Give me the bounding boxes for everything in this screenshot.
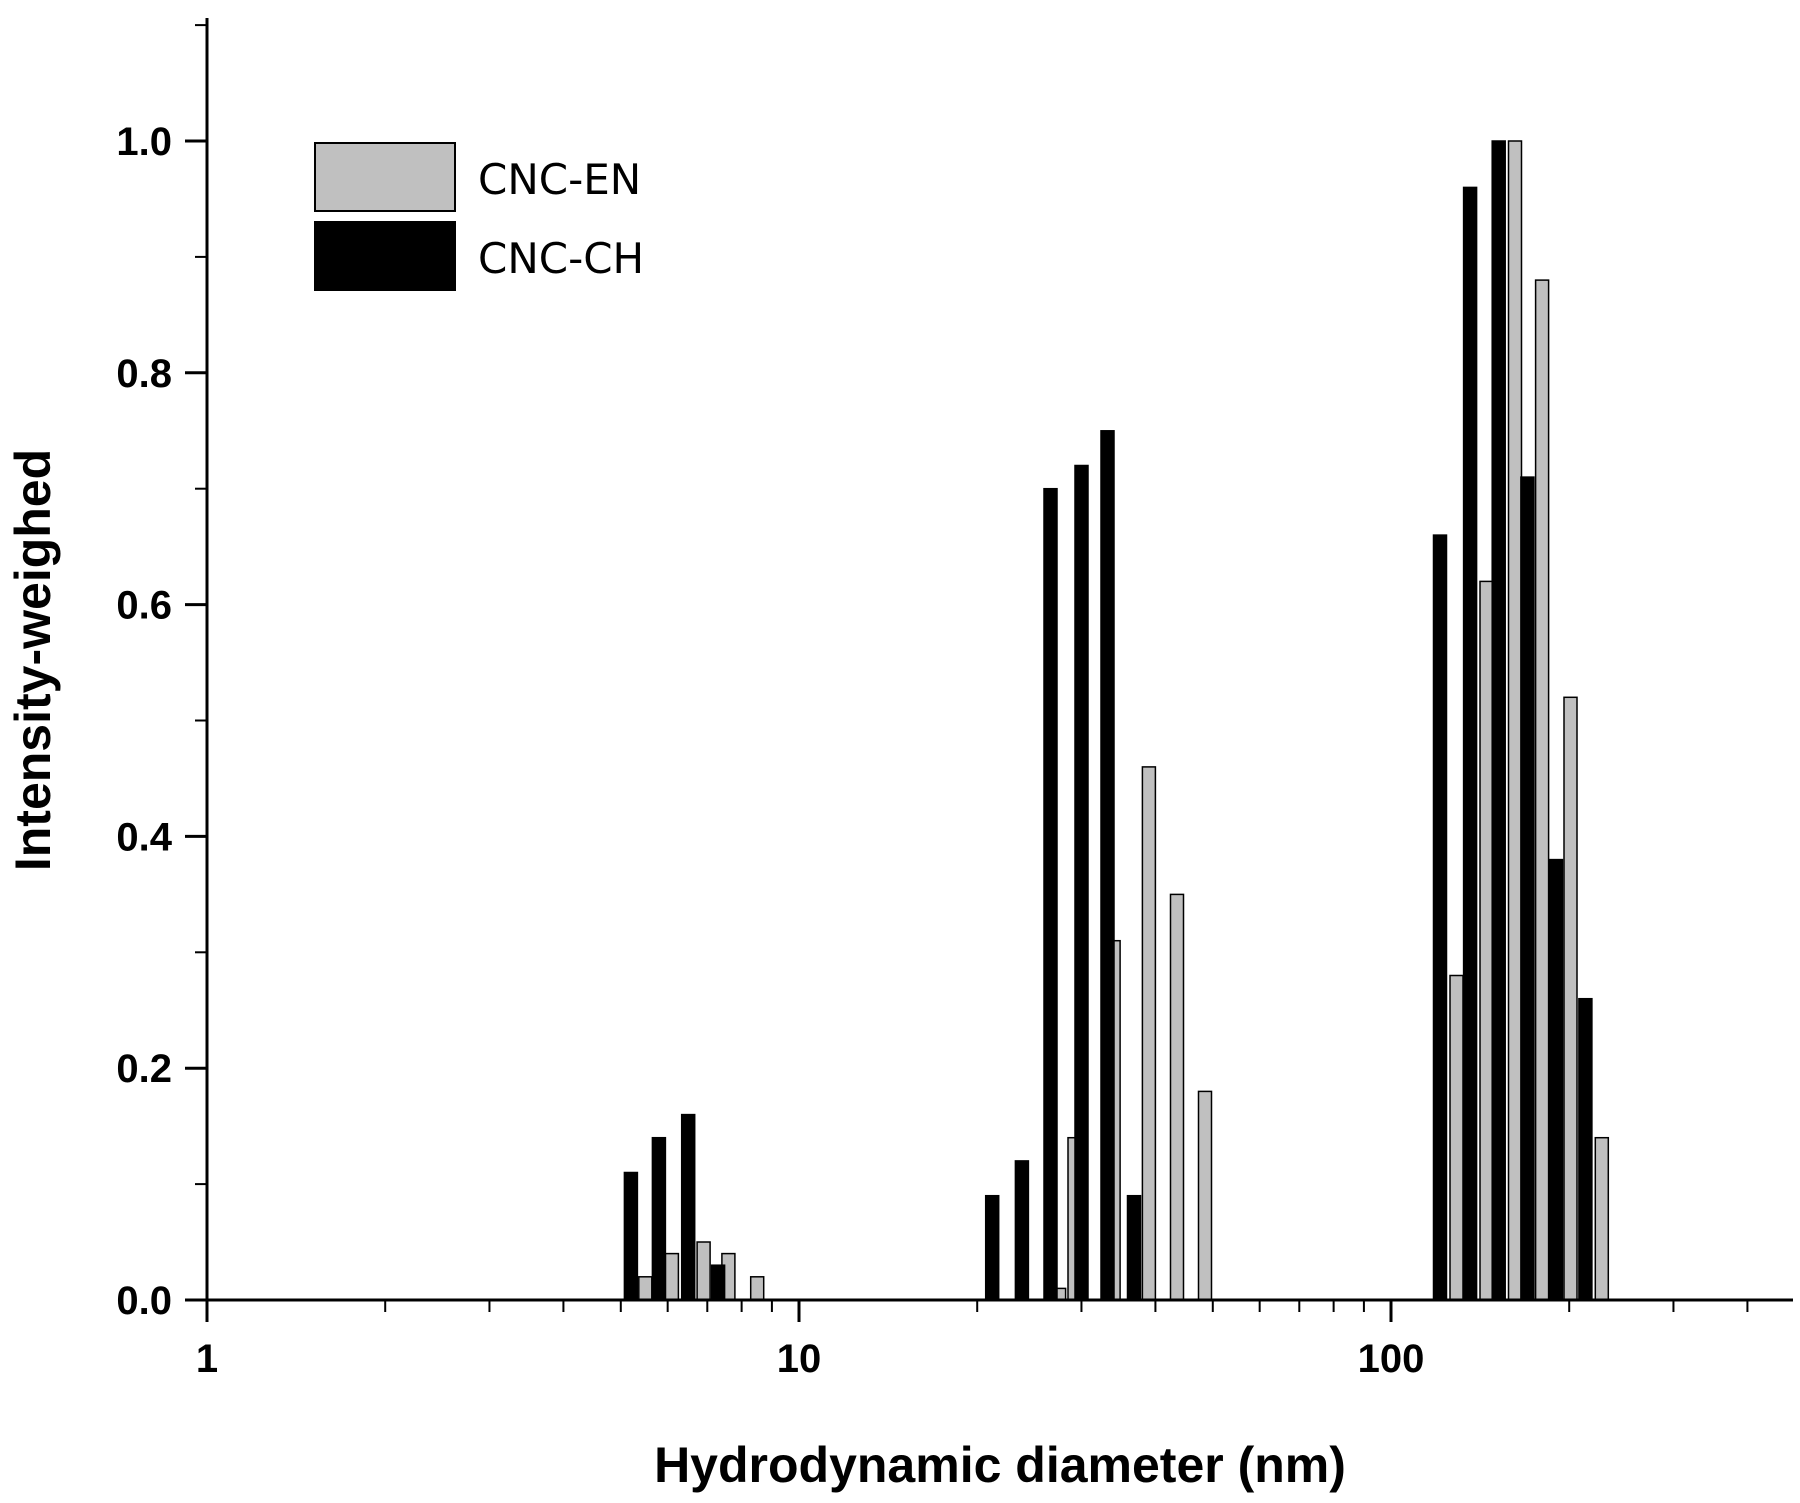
bar-cnc-en [1594, 1136, 1610, 1301]
bar-cnc-en [664, 1252, 680, 1301]
bar-cnc-ch [1043, 487, 1058, 1301]
bar-cnc-ch [1548, 858, 1564, 1301]
bars-layer [623, 140, 1610, 1301]
bar-cnc-ch [1432, 534, 1448, 1301]
legend-label-cnc-ch: CNC-CH [478, 234, 644, 283]
bar-cnc-ch [1126, 1194, 1142, 1301]
bar-cnc-ch [1462, 186, 1478, 1301]
axes-layer [205, 18, 1793, 1302]
bar-cnc-en [1449, 974, 1464, 1301]
bar-cnc-en [638, 1276, 653, 1301]
y-tick-label: 0.0 [116, 1279, 172, 1323]
bar-cnc-ch [1074, 464, 1089, 1301]
y-tick-label: 0.6 [116, 584, 172, 628]
x-tick-label: 100 [1358, 1337, 1425, 1381]
x-tick-label: 10 [777, 1337, 822, 1381]
bar-cnc-ch [1100, 430, 1115, 1301]
bar-cnc-en [1141, 766, 1157, 1301]
bar-cnc-ch [680, 1113, 696, 1301]
x-axis-title: Hydrodynamic diameter (nm) [654, 1437, 1346, 1493]
bar-cnc-en [1563, 696, 1578, 1301]
bar-cnc-ch [710, 1264, 726, 1301]
bar-cnc-ch [651, 1136, 667, 1301]
bar-cnc-ch [1014, 1160, 1030, 1301]
y-tick-label: 1.0 [116, 120, 172, 164]
bar-cnc-ch [1520, 476, 1535, 1301]
bar-cnc-en [696, 1241, 711, 1301]
y-tick-label: 0.8 [116, 352, 172, 396]
bar-cnc-ch [1491, 140, 1506, 1301]
bar-cnc-en [749, 1276, 765, 1301]
bar-cnc-ch [984, 1194, 1000, 1301]
bar-cnc-ch [1578, 997, 1593, 1301]
legend-label-cnc-en: CNC-EN [478, 155, 641, 204]
y-tick-label: 0.4 [116, 815, 172, 859]
legend-swatch-cnc-ch [314, 221, 456, 291]
legend-swatch-cnc-en [314, 142, 456, 212]
bar-cnc-en [1197, 1090, 1213, 1301]
bar-cnc-en [1534, 279, 1550, 1301]
legend: CNC-EN CNC-CH [314, 142, 644, 291]
y-tick-label: 0.2 [116, 1047, 172, 1091]
bar-cnc-en [1507, 140, 1523, 1301]
ticks-layer: 1 10 100 0.0 0.2 0.4 0.6 0.8 1.0 [116, 24, 1749, 1381]
bar-cnc-en [1479, 580, 1494, 1301]
y-axis-title: Intensity-weighed [5, 449, 61, 871]
bar-cnc-en [1169, 893, 1185, 1301]
bar-cnc-ch [623, 1171, 639, 1301]
x-tick-label: 1 [196, 1337, 218, 1381]
